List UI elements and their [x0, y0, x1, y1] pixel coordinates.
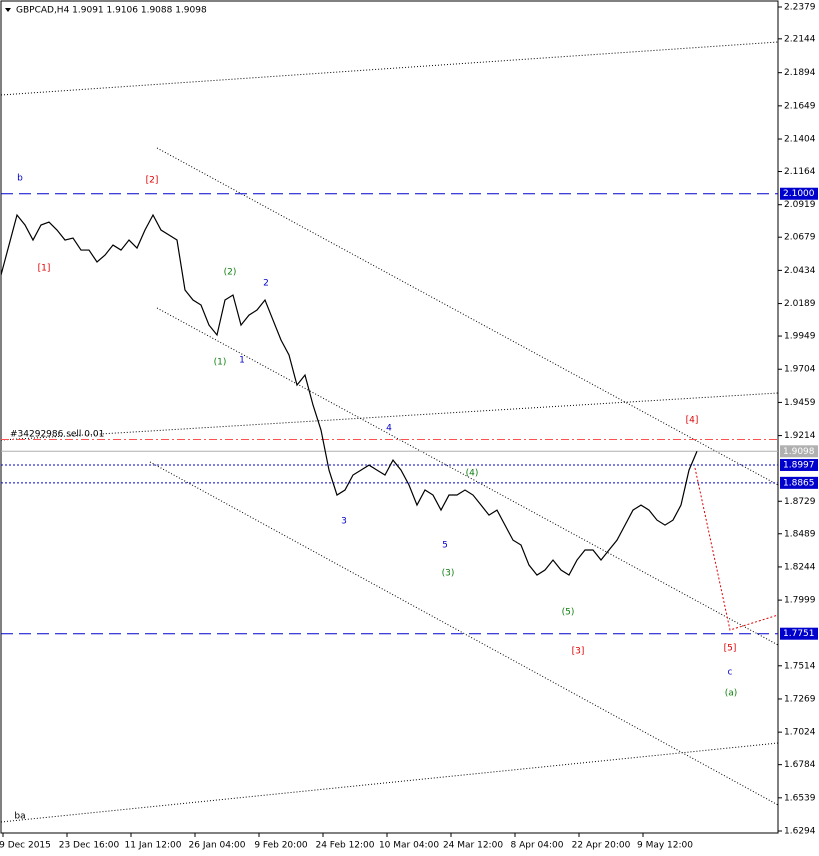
trend-line — [0, 742, 779, 823]
y-tick-label: 2.0189 — [784, 299, 816, 309]
y-tick-label: 1.8729 — [784, 497, 816, 507]
wave-label: 4 — [386, 424, 392, 434]
wave-label: [1] — [38, 264, 51, 274]
x-tick-label: 26 Jan 04:00 — [189, 841, 246, 851]
y-tick-label: 1.9704 — [784, 365, 816, 375]
y-tick-label: 2.0679 — [784, 233, 816, 243]
wave-label: 2 — [263, 279, 269, 289]
trend-line — [149, 461, 779, 806]
x-tick-label: 11 Jan 12:00 — [125, 841, 182, 851]
x-tick-label: 9 Feb 20:00 — [254, 841, 308, 851]
plot-frame — [0, 0, 779, 834]
y-tick-label: 1.6539 — [784, 793, 816, 803]
y-tick-label: 1.6294 — [784, 827, 816, 837]
level-label: 1.9098 — [783, 447, 815, 457]
x-tick-label: 9 Dec 2015 — [0, 841, 51, 851]
y-tick-label: 2.1404 — [784, 135, 816, 145]
price-line — [0, 213, 698, 576]
wave-label: 3 — [341, 517, 347, 527]
x-tick-label: 24 Mar 12:00 — [443, 841, 503, 851]
y-tick-label: 2.2144 — [784, 34, 816, 44]
x-tick-label: 24 Feb 12:00 — [315, 841, 374, 851]
y-tick-label: 1.7999 — [784, 596, 816, 606]
wave-label: c — [728, 668, 733, 678]
y-tick-label: 2.1164 — [784, 167, 816, 177]
y-tick-label: 1.9214 — [784, 431, 816, 441]
wave-label: (4) — [466, 469, 479, 479]
y-tick-label: 1.9459 — [784, 398, 816, 408]
x-tick-label: 22 Apr 20:00 — [572, 841, 631, 851]
trend-line — [156, 147, 779, 486]
level-label: 1.7751 — [783, 629, 815, 639]
order-label: #34292986 sell 0.01 — [10, 430, 104, 440]
wave-label: b — [17, 174, 23, 184]
y-tick-label: 1.8244 — [784, 562, 816, 572]
y-tick-label: 2.0434 — [784, 266, 816, 276]
level-label-box — [780, 445, 818, 458]
level-label: 2.1000 — [783, 189, 815, 199]
wave-label: ba — [14, 812, 25, 822]
forecast-line — [694, 467, 779, 631]
trend-line — [156, 307, 779, 646]
x-tick-label: 8 Apr 04:00 — [511, 841, 564, 851]
trend-lines — [0, 41, 779, 823]
y-tick-label: 1.9949 — [784, 332, 816, 342]
wave-label: [2] — [146, 176, 159, 186]
trend-line — [0, 41, 779, 96]
level-label-box — [780, 627, 818, 640]
trend-line — [0, 392, 779, 441]
x-tick-label: 10 Mar 04:00 — [379, 841, 439, 851]
y-tick-label: 2.0919 — [784, 200, 816, 210]
y-tick-label: 1.6784 — [784, 760, 816, 770]
wave-label: [3] — [572, 647, 585, 657]
y-tick-label: 1.7514 — [784, 661, 816, 671]
wave-label: [4] — [686, 416, 699, 426]
x-tick-label: 23 Dec 16:00 — [59, 841, 120, 851]
chart-title: GBPCAD,H4 1.9091 1.9106 1.9088 1.9098 — [16, 6, 207, 16]
wave-label: (5) — [562, 608, 575, 618]
level-label: 1.8865 — [783, 478, 815, 488]
y-tick-label: 2.1649 — [784, 101, 816, 111]
level-label-box — [780, 187, 818, 200]
wave-label: (a) — [725, 689, 738, 699]
wave-label: (2) — [224, 268, 237, 278]
y-tick-label: 1.7024 — [784, 728, 816, 738]
wave-label: [5] — [724, 644, 737, 654]
wave-label: (1) — [214, 358, 227, 368]
y-tick-label: 1.8489 — [784, 529, 816, 539]
wave-label: (3) — [442, 569, 455, 579]
level-label: 1.8997 — [783, 460, 815, 470]
wave-label: 1 — [239, 356, 245, 366]
wave-label: 5 — [442, 541, 448, 551]
level-label-box — [780, 458, 818, 471]
menu-arrow — [5, 8, 11, 12]
y-tick-label: 2.2379 — [784, 3, 816, 13]
y-tick-label: 2.1894 — [784, 68, 816, 78]
y-tick-label: 1.7269 — [784, 694, 816, 704]
x-tick-label: 9 May 12:00 — [637, 841, 693, 851]
level-label-box — [780, 476, 818, 489]
